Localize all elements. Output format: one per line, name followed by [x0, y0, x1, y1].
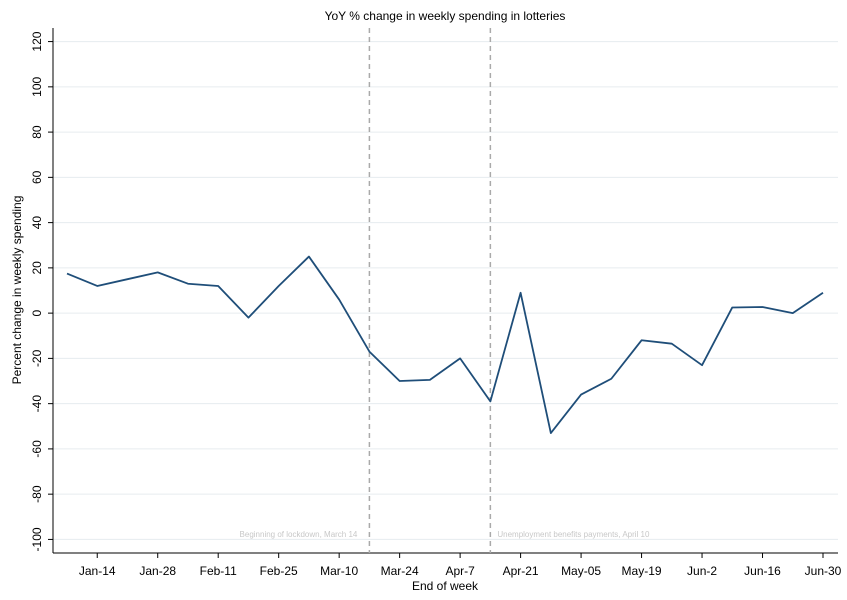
x-tick-label: Feb-25 — [260, 564, 298, 578]
y-tick-label: 100 — [30, 77, 44, 97]
x-tick-label: Jan-14 — [79, 564, 116, 578]
x-tick-label: Jun-2 — [687, 564, 717, 578]
x-axis-label: End of week — [412, 579, 479, 593]
y-tick-label: -100 — [30, 527, 44, 551]
y-tick-label: 40 — [30, 216, 44, 230]
y-tick-label: 0 — [30, 309, 44, 316]
x-tick-label: Jan-28 — [139, 564, 176, 578]
chart-title: YoY % change in weekly spending in lotte… — [325, 9, 566, 23]
x-tick-label: Feb-11 — [200, 564, 237, 578]
y-tick-label: -60 — [30, 440, 44, 458]
x-tick-label: Apr-21 — [503, 564, 539, 578]
y-axis-label: Percent change in weekly spending — [10, 196, 24, 385]
y-tick-label: -20 — [30, 349, 44, 367]
y-tick-label: -40 — [30, 395, 44, 413]
x-tick-label: Mar-10 — [320, 564, 358, 578]
y-tick-label: 20 — [30, 261, 44, 275]
y-tick-label: 80 — [30, 125, 44, 139]
x-tick-label: Jun-30 — [805, 564, 842, 578]
annotation: Unemployment benefits payments, April 10 — [497, 530, 650, 539]
x-tick-label: Mar-24 — [381, 564, 419, 578]
y-tick-label: 120 — [30, 31, 44, 51]
x-tick-label: May-19 — [622, 564, 662, 578]
x-tick-label: May-05 — [561, 564, 601, 578]
y-tick-label: -80 — [30, 485, 44, 503]
x-tick-label: Jun-16 — [744, 564, 781, 578]
y-tick-label: 60 — [30, 170, 44, 184]
annotation: Beginning of lockdown, March 14 — [240, 530, 358, 539]
series-line — [66, 255, 824, 434]
x-tick-label: Apr-7 — [445, 564, 475, 578]
